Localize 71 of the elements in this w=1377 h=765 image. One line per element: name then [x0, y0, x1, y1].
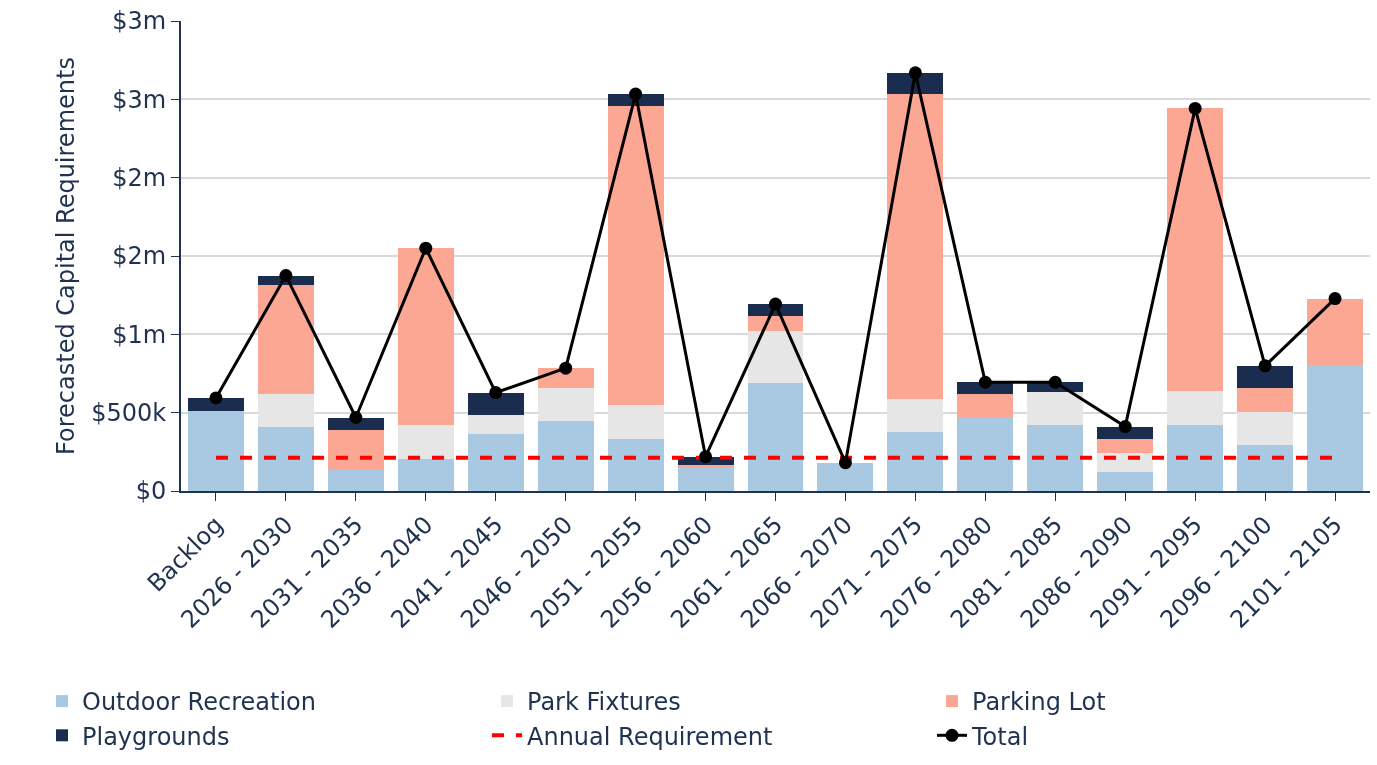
- point: [1188, 101, 1202, 115]
- bar: [607, 438, 664, 491]
- bar: [817, 462, 874, 491]
- legend-label: Annual Requirement: [527, 722, 773, 751]
- point: [1048, 375, 1062, 389]
- bar: [1307, 364, 1364, 491]
- bar: [397, 248, 454, 426]
- bar: [1167, 424, 1224, 491]
- y-tick-label: $0: [135, 477, 167, 506]
- bar: [1237, 387, 1294, 413]
- bar: [397, 458, 454, 491]
- point: [1258, 359, 1272, 373]
- bar: [607, 106, 664, 405]
- legend-label: Total: [971, 722, 1029, 751]
- point: [629, 87, 643, 101]
- bar: [1027, 425, 1084, 491]
- point: [1328, 292, 1342, 306]
- bar: [537, 388, 594, 422]
- bar: [1307, 298, 1364, 365]
- bar: [1167, 108, 1224, 392]
- legend-label: Playgrounds: [82, 722, 230, 751]
- bar: [887, 432, 944, 491]
- bar: [327, 429, 384, 471]
- point: [978, 375, 992, 389]
- bar: [607, 404, 664, 439]
- bar: [1097, 438, 1154, 453]
- y-tick-label: $1m: [112, 320, 167, 349]
- y-tick-label: $3m: [112, 85, 167, 114]
- bar: [1027, 391, 1084, 426]
- bar: [887, 94, 944, 399]
- y-tick-label: $500k: [91, 399, 167, 428]
- y-tick-label: $3m: [112, 7, 167, 36]
- point: [419, 241, 433, 255]
- legend-label: Outdoor Recreation: [82, 688, 316, 717]
- point: [769, 297, 782, 311]
- point: [1118, 420, 1132, 434]
- bar: [187, 410, 244, 491]
- point: [349, 411, 363, 425]
- bar: [187, 397, 244, 411]
- bar: [327, 470, 384, 491]
- point: [489, 386, 503, 400]
- bar: [957, 393, 1014, 417]
- bar: [467, 392, 524, 415]
- bar: [257, 427, 314, 491]
- bar: [677, 468, 734, 491]
- y-tick-label: $2m: [112, 164, 167, 193]
- point: [908, 66, 922, 80]
- point: [838, 456, 852, 470]
- bar: [1237, 412, 1294, 446]
- bar: [467, 434, 524, 491]
- bar: [537, 421, 594, 491]
- point: [699, 450, 713, 464]
- point: [209, 391, 223, 405]
- bar: [467, 414, 524, 435]
- bar: [747, 383, 804, 491]
- bar: [1237, 445, 1294, 491]
- point: [279, 269, 293, 283]
- legend-label: Park Fixtures: [527, 688, 681, 717]
- bar: [257, 394, 314, 428]
- point: [559, 361, 573, 375]
- legend-label: Parking Lot: [972, 688, 1106, 717]
- y-tick-label: $2m: [112, 242, 167, 271]
- bar: [1237, 365, 1294, 388]
- y-axis-title: Forecasted Capital Requirements: [51, 57, 80, 455]
- bar: [677, 465, 734, 469]
- bar: [887, 398, 944, 433]
- bar: [397, 425, 454, 459]
- bar: [957, 416, 1014, 491]
- bar: [1167, 391, 1224, 425]
- bar: [257, 285, 314, 395]
- bar: [1097, 472, 1154, 491]
